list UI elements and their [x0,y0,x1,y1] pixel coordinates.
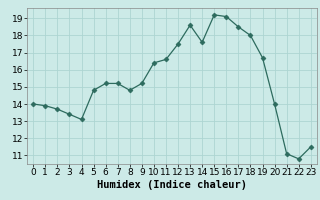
X-axis label: Humidex (Indice chaleur): Humidex (Indice chaleur) [97,180,247,190]
